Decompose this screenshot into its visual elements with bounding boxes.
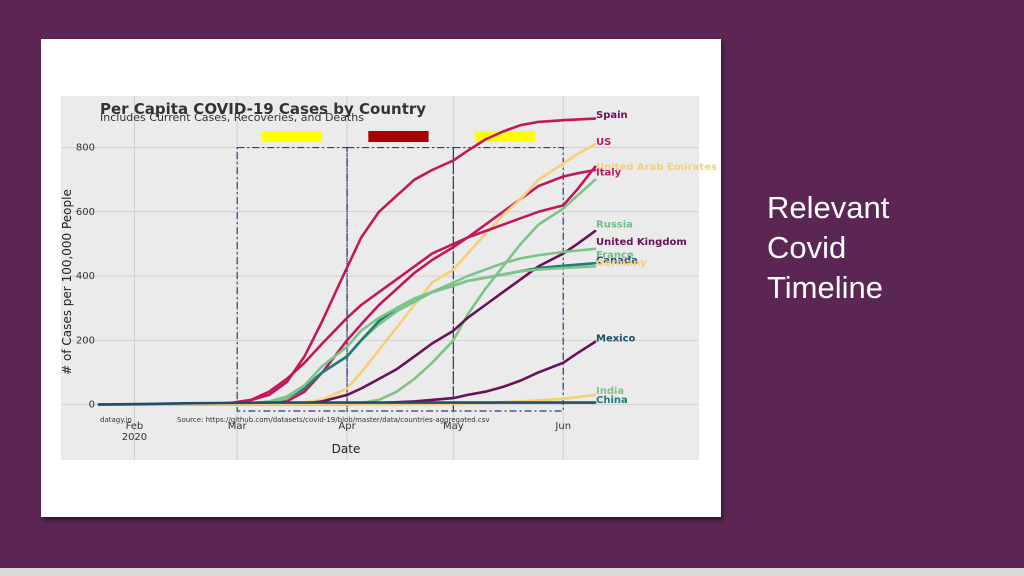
series-label-united-arab-emirates: United Arab Emirates xyxy=(596,162,717,173)
series-label-united-kingdom: United Kingdom xyxy=(596,237,687,248)
x-tick-label: Jun xyxy=(554,421,571,432)
window-bottom-strip xyxy=(0,568,1024,576)
x-tick-label: Feb xyxy=(126,421,144,432)
timeline-window-box xyxy=(236,146,348,412)
chart-subtitle: Includes Current Cases, Recoveries, and … xyxy=(100,111,364,124)
series-label-india: India xyxy=(596,386,624,397)
chart-title: Per Capita COVID-19 Cases by Country xyxy=(100,100,426,118)
y-tick-label: 0 xyxy=(89,400,95,411)
timeline-window-box xyxy=(452,146,564,412)
x-tick-label: Mar xyxy=(228,421,248,432)
series-label-canada: Canada xyxy=(596,256,638,267)
series-label-france: France xyxy=(596,250,634,261)
highlight-bar xyxy=(368,131,429,142)
timeline-highlight-bars xyxy=(262,131,535,142)
y-axis-label: # of Cases per 100,000 People xyxy=(60,189,74,375)
highlight-bar xyxy=(262,131,323,142)
series-line-us xyxy=(97,168,597,406)
series-label-china: China xyxy=(596,395,628,406)
source-text: Source: https://github.com/datasets/covi… xyxy=(177,416,490,424)
highlight-bar xyxy=(474,131,535,142)
series-label-us: US xyxy=(596,137,611,148)
y-tick-label: 200 xyxy=(76,335,95,346)
x-tick-sublabel: 2020 xyxy=(122,432,147,443)
slide-chart-card: Spain US United Arab Emirates Italy Russia Un… xyxy=(41,39,721,517)
side-title-line-1: Relevant xyxy=(767,190,890,225)
y-tick-label: 800 xyxy=(76,143,95,154)
series-label-mexico: Mexico xyxy=(596,334,636,345)
timeline-window-box xyxy=(346,146,454,412)
series-line-germany xyxy=(97,265,597,406)
series-lines xyxy=(97,117,597,406)
timeline-windows xyxy=(236,146,564,412)
series-label-spain: Spain xyxy=(596,110,628,121)
x-axis-label: Date xyxy=(332,442,361,456)
y-tick-label: 400 xyxy=(76,271,95,282)
x-tick-label: Apr xyxy=(338,421,356,432)
x-tick-label: May xyxy=(443,421,464,432)
series-line-china xyxy=(97,401,597,406)
series-label-russia: Russia xyxy=(596,220,633,231)
slide-side-title: Relevant Covid Timeline xyxy=(767,188,1007,308)
y-tick-label: 600 xyxy=(76,207,95,218)
series-line-italy xyxy=(97,165,597,406)
series-label-germany: Germany xyxy=(596,258,647,269)
series-line-united-arab-emirates xyxy=(97,143,597,406)
series-label-italy: Italy xyxy=(596,168,622,179)
credit-text: datagy.io xyxy=(100,416,132,424)
side-title-line-2: Covid xyxy=(767,230,847,265)
side-title-line-3: Timeline xyxy=(767,270,883,305)
